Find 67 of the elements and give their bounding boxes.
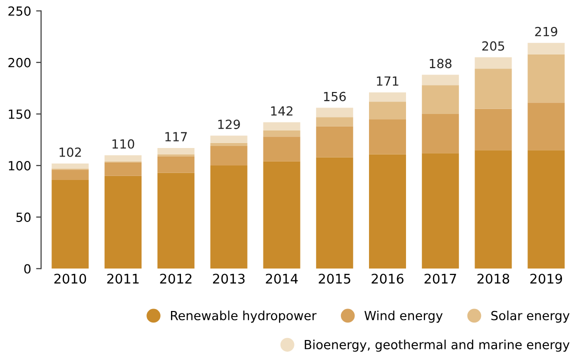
- bar: [104, 162, 142, 176]
- x-tick-label: 2011: [107, 274, 139, 284]
- bar: [157, 156, 194, 173]
- legend-label: Wind energy: [364, 310, 443, 323]
- bar: [210, 136, 248, 143]
- bar: [157, 148, 194, 154]
- bar: [528, 54, 565, 103]
- y-tick-label: 100: [8, 161, 31, 170]
- bar: [52, 170, 89, 180]
- total-label: 129: [218, 120, 240, 130]
- bar: [422, 153, 459, 269]
- y-tick-label: 50: [16, 212, 31, 222]
- total-label: 117: [165, 132, 187, 142]
- bar: [422, 74, 459, 86]
- bar: [422, 114, 459, 154]
- bar: [52, 180, 89, 269]
- bar: [528, 42, 565, 54]
- bar: [263, 136, 300, 162]
- bar: [316, 108, 354, 118]
- y-tick-label: 0: [24, 264, 31, 274]
- total-label: 188: [430, 58, 452, 68]
- bar: [210, 146, 248, 166]
- x-tick-label: 2013: [213, 274, 245, 284]
- bar: [316, 126, 354, 158]
- bar: [52, 163, 89, 169]
- x-tick-label: 2019: [530, 274, 562, 284]
- x-tick-label: 2016: [372, 274, 404, 284]
- bar: [528, 102, 565, 150]
- total-label: 102: [60, 147, 81, 157]
- bar: [104, 155, 142, 162]
- bar: [474, 68, 512, 109]
- bar: [263, 130, 300, 137]
- bar: [368, 102, 406, 120]
- total-label: 142: [271, 106, 292, 116]
- x-tick-label: 2017: [424, 274, 456, 284]
- total-label: 171: [376, 76, 398, 86]
- bar: [368, 154, 406, 269]
- y-tick-label: 150: [8, 109, 31, 119]
- bar: [157, 172, 194, 269]
- bar: [474, 108, 512, 150]
- x-tick-label: 2015: [318, 274, 350, 284]
- total-label: 205: [482, 41, 504, 51]
- y-tick-label: 200: [8, 58, 31, 68]
- x-tick-label: 2012: [160, 274, 192, 284]
- bar: [474, 150, 512, 269]
- bar: [368, 119, 406, 154]
- x-tick-label: 2014: [266, 274, 298, 284]
- x-tick-label: 2018: [477, 274, 510, 284]
- legend-label: Solar energy: [491, 310, 570, 323]
- bar: [263, 161, 300, 269]
- bar: [316, 117, 354, 126]
- bar: [210, 142, 248, 146]
- bar: [422, 85, 459, 114]
- x-tick-label: 2010: [54, 274, 86, 284]
- bar: [368, 92, 406, 102]
- total-label: 156: [324, 92, 346, 102]
- legend-label: Renewable hydropower: [171, 310, 317, 323]
- total-label: 219: [535, 26, 558, 36]
- legend-label: Bioenergy, geothermal and marine energy: [304, 340, 570, 352]
- bar: [316, 157, 354, 269]
- bar: [528, 150, 565, 269]
- y-tick-label: 250: [8, 6, 31, 16]
- bar: [263, 122, 300, 130]
- bar: [474, 57, 512, 69]
- total-label: 110: [112, 139, 134, 149]
- bar: [210, 166, 248, 269]
- bar: [104, 176, 142, 269]
